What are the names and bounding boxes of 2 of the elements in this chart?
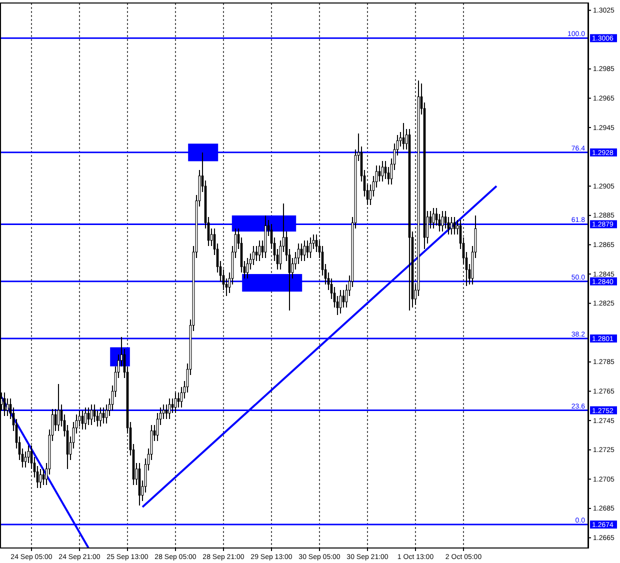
candlestick (177, 392, 180, 408)
candlestick (255, 246, 258, 262)
